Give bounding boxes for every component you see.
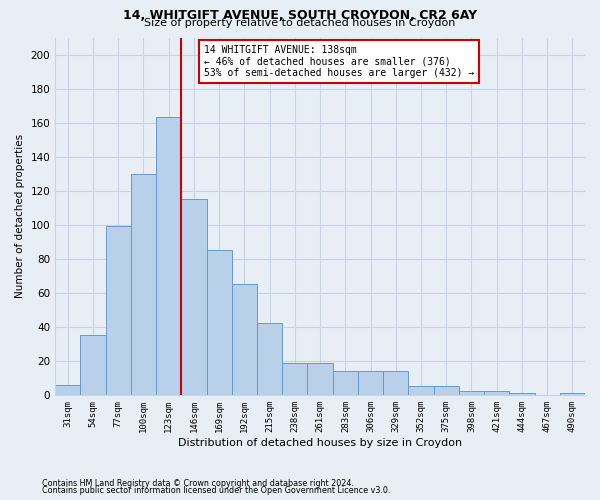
Text: Size of property relative to detached houses in Croydon: Size of property relative to detached ho… xyxy=(145,18,455,28)
Bar xyxy=(55,384,80,395)
Bar xyxy=(131,174,156,395)
Bar xyxy=(383,371,409,395)
Bar xyxy=(156,118,181,395)
Text: 14, WHITGIFT AVENUE, SOUTH CROYDON, CR2 6AY: 14, WHITGIFT AVENUE, SOUTH CROYDON, CR2 … xyxy=(123,9,477,22)
Bar xyxy=(459,392,484,395)
Y-axis label: Number of detached properties: Number of detached properties xyxy=(15,134,25,298)
Bar xyxy=(409,386,434,395)
Bar xyxy=(80,336,106,395)
X-axis label: Distribution of detached houses by size in Croydon: Distribution of detached houses by size … xyxy=(178,438,462,448)
Text: 14 WHITGIFT AVENUE: 138sqm
← 46% of detached houses are smaller (376)
53% of sem: 14 WHITGIFT AVENUE: 138sqm ← 46% of deta… xyxy=(203,44,474,78)
Bar xyxy=(282,362,307,395)
Text: Contains public sector information licensed under the Open Government Licence v3: Contains public sector information licen… xyxy=(42,486,391,495)
Bar xyxy=(257,324,282,395)
Bar xyxy=(206,250,232,395)
Bar xyxy=(509,393,535,395)
Bar xyxy=(106,226,131,395)
Bar xyxy=(560,393,585,395)
Bar xyxy=(332,371,358,395)
Bar xyxy=(307,362,332,395)
Bar xyxy=(434,386,459,395)
Bar xyxy=(358,371,383,395)
Bar xyxy=(232,284,257,395)
Text: Contains HM Land Registry data © Crown copyright and database right 2024.: Contains HM Land Registry data © Crown c… xyxy=(42,478,354,488)
Bar xyxy=(181,199,206,395)
Bar xyxy=(484,392,509,395)
